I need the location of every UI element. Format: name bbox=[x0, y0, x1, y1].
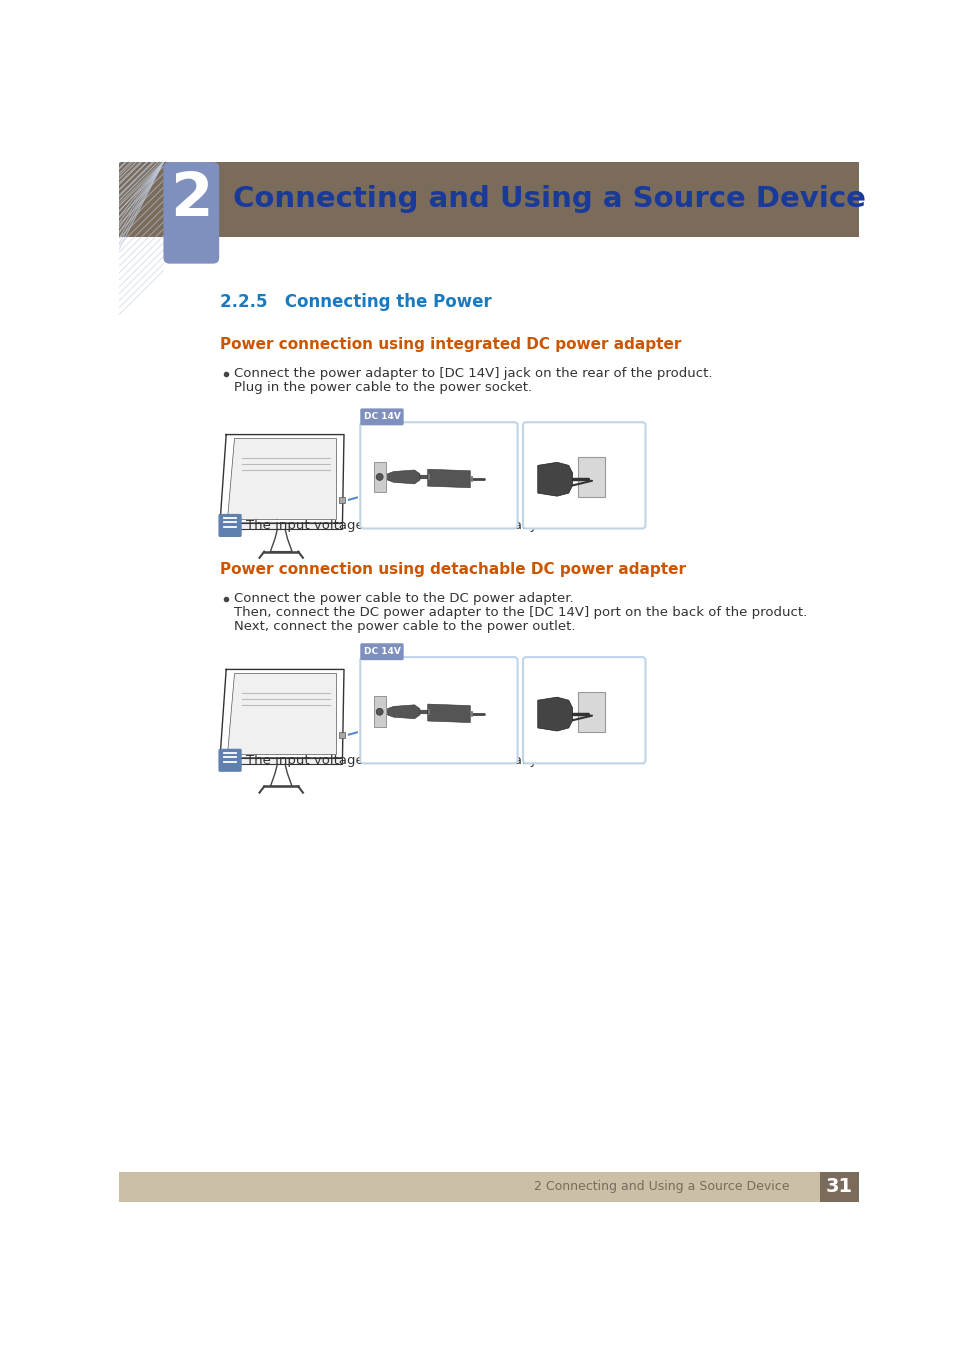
Polygon shape bbox=[227, 439, 335, 520]
Bar bbox=[374, 462, 385, 493]
Text: 31: 31 bbox=[824, 1177, 852, 1196]
Text: DC 14V: DC 14V bbox=[363, 412, 400, 421]
FancyBboxPatch shape bbox=[218, 514, 241, 537]
Text: Then, connect the DC power adapter to the [DC 14V] port on the back of the produ: Then, connect the DC power adapter to th… bbox=[233, 606, 806, 618]
Circle shape bbox=[228, 524, 236, 533]
Bar bbox=[578, 691, 604, 732]
Bar bbox=[578, 456, 604, 497]
FancyBboxPatch shape bbox=[360, 409, 403, 425]
Text: The input voltage is switched automatically.: The input voltage is switched automatica… bbox=[246, 518, 539, 532]
Text: Plug in the power cable to the power socket.: Plug in the power cable to the power soc… bbox=[233, 381, 532, 394]
Polygon shape bbox=[220, 524, 342, 529]
FancyBboxPatch shape bbox=[163, 162, 219, 263]
Text: The input voltage is switched automatically.: The input voltage is switched automatica… bbox=[246, 753, 539, 767]
Text: 2 Connecting and Using a Source Device: 2 Connecting and Using a Source Device bbox=[534, 1180, 789, 1193]
FancyBboxPatch shape bbox=[360, 643, 403, 660]
Bar bbox=[374, 697, 385, 728]
FancyBboxPatch shape bbox=[218, 749, 241, 772]
Bar bbox=[819, 1172, 858, 1202]
FancyBboxPatch shape bbox=[360, 423, 517, 528]
Bar bbox=[339, 497, 344, 504]
Polygon shape bbox=[387, 705, 419, 718]
Text: 2: 2 bbox=[170, 170, 213, 230]
Circle shape bbox=[375, 709, 383, 716]
Polygon shape bbox=[427, 705, 470, 722]
FancyBboxPatch shape bbox=[522, 657, 645, 763]
Text: DC 14V: DC 14V bbox=[363, 647, 400, 656]
Polygon shape bbox=[387, 470, 419, 483]
Bar bbox=[119, 1172, 858, 1202]
Bar bbox=[119, 162, 858, 236]
FancyBboxPatch shape bbox=[360, 657, 517, 763]
Text: Connect the power cable to the DC power adapter.: Connect the power cable to the DC power … bbox=[233, 593, 573, 605]
Circle shape bbox=[228, 759, 236, 768]
Text: Connecting and Using a Source Device: Connecting and Using a Source Device bbox=[233, 185, 865, 213]
Polygon shape bbox=[220, 757, 342, 764]
Text: 2.2.5   Connecting the Power: 2.2.5 Connecting the Power bbox=[220, 293, 491, 310]
Text: Power connection using integrated DC power adapter: Power connection using integrated DC pow… bbox=[220, 338, 680, 352]
Text: Connect the power adapter to [DC 14V] jack on the rear of the product.: Connect the power adapter to [DC 14V] ja… bbox=[233, 367, 712, 381]
Text: Next, connect the power cable to the power outlet.: Next, connect the power cable to the pow… bbox=[233, 620, 575, 633]
Polygon shape bbox=[427, 470, 470, 487]
FancyBboxPatch shape bbox=[522, 423, 645, 528]
Polygon shape bbox=[537, 697, 572, 732]
Polygon shape bbox=[227, 674, 335, 755]
Circle shape bbox=[375, 474, 383, 481]
Text: Power connection using detachable DC power adapter: Power connection using detachable DC pow… bbox=[220, 562, 685, 576]
Bar bbox=[339, 732, 344, 738]
Polygon shape bbox=[537, 462, 572, 497]
